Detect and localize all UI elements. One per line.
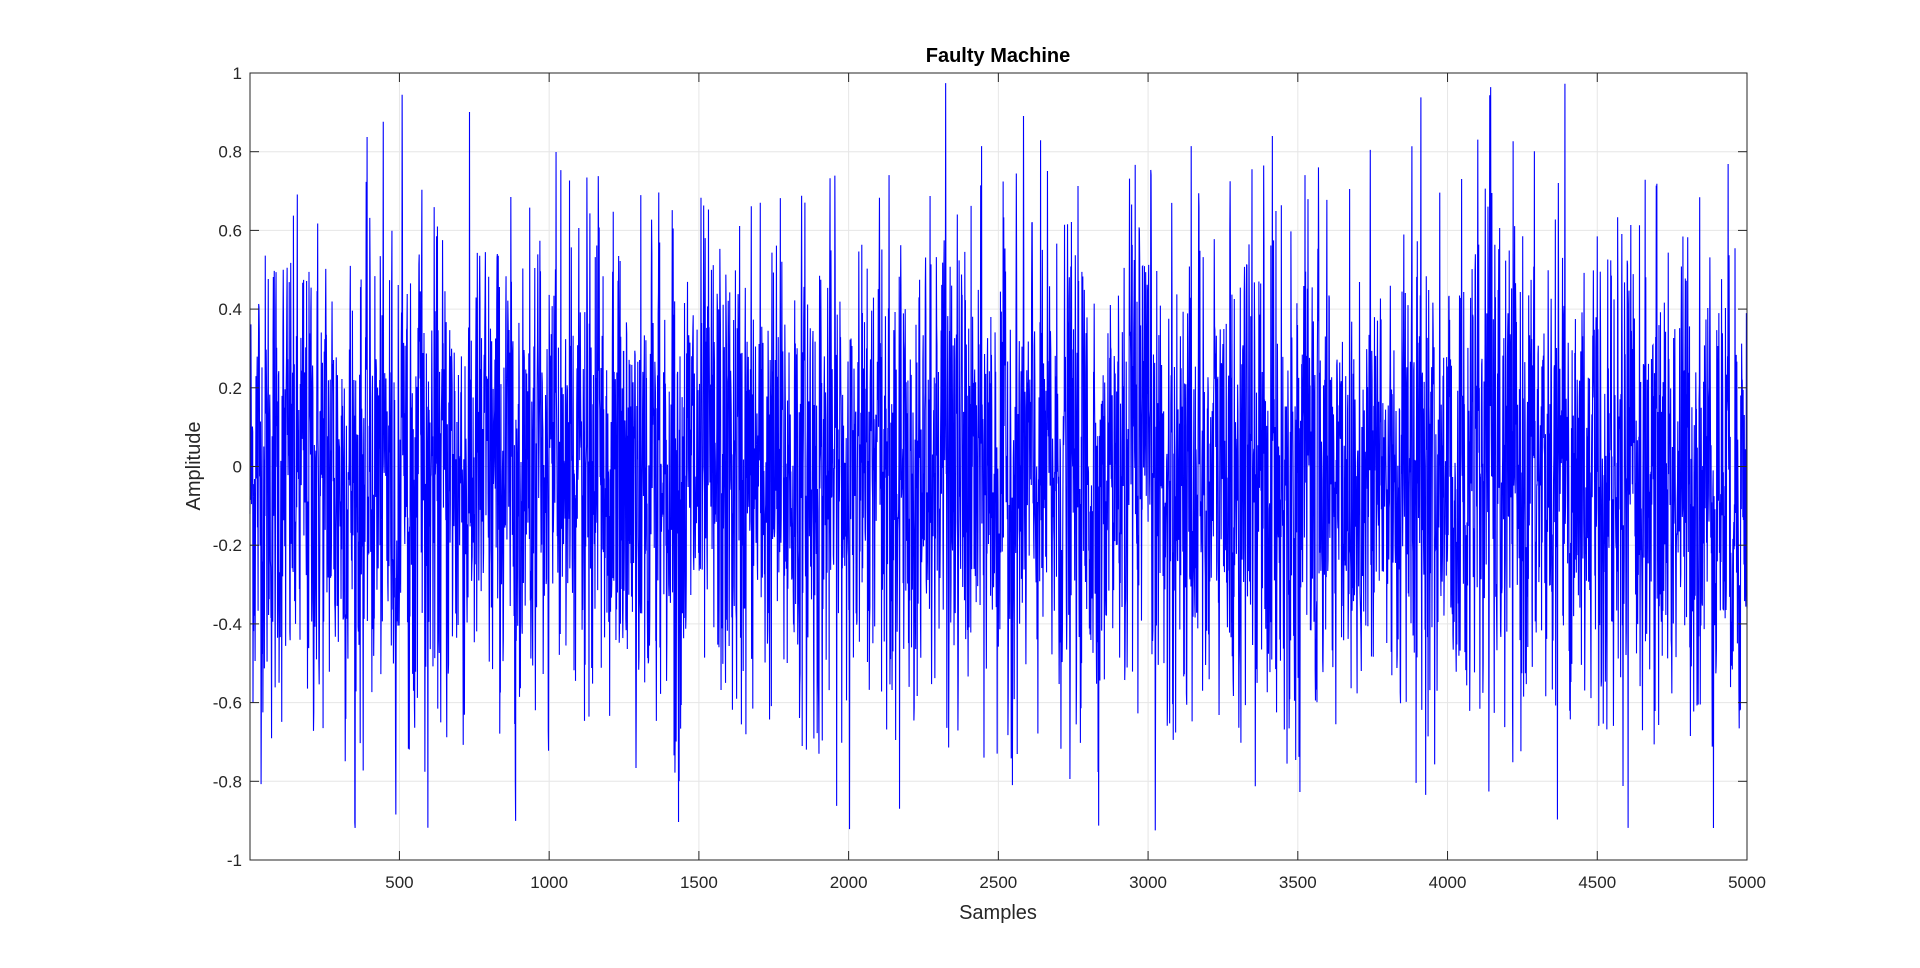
ticks: 500 1000 1500 2000 2500 3000 3500 4000 4500 5000 -… [213, 64, 1766, 892]
y-tick-label: -1 [227, 851, 242, 870]
y-tick-label: 1 [233, 64, 242, 83]
y-tick-label: -0.6 [213, 694, 242, 713]
x-tick-label: 4500 [1578, 873, 1616, 892]
y-tick-label: -0.2 [213, 536, 242, 555]
y-axis-label: Amplitude [183, 422, 205, 511]
y-tick-label: 0.6 [218, 221, 242, 240]
signal-line [249, 83, 1748, 831]
x-tick-label: 3500 [1279, 873, 1317, 892]
chart-title: Faulty Machine [926, 45, 1070, 67]
y-tick-label: 0.2 [218, 379, 242, 398]
y-tick-label: -0.4 [213, 615, 242, 634]
x-tick-label: 3000 [1129, 873, 1167, 892]
x-tick-label: 4000 [1429, 873, 1467, 892]
y-tick-label: 0.8 [218, 143, 242, 162]
x-tick-label: 2000 [830, 873, 868, 892]
y-tick-label: 0 [233, 458, 242, 477]
series-layer [249, 83, 1748, 831]
y-tick-label: 0.4 [218, 300, 242, 319]
y-tick-label: -0.8 [213, 772, 242, 791]
x-tick-label: 5000 [1728, 873, 1766, 892]
x-tick-label: 1500 [680, 873, 718, 892]
x-tick-label: 2500 [979, 873, 1017, 892]
x-tick-label: 500 [385, 873, 413, 892]
x-axis-label: Samples [959, 902, 1037, 924]
x-tick-label: 1000 [530, 873, 568, 892]
